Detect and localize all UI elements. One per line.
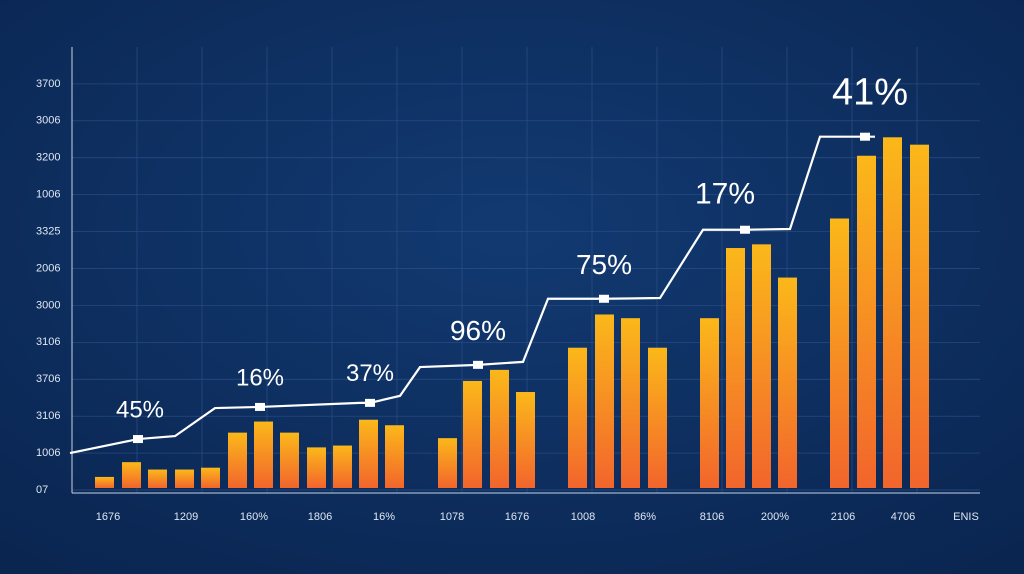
marker	[860, 132, 870, 141]
y-tick-label: 3200	[36, 152, 60, 164]
bar	[201, 467, 220, 488]
bar	[516, 392, 535, 488]
bar	[122, 462, 141, 488]
y-tick-label: 1006	[36, 189, 60, 201]
bar	[883, 137, 902, 488]
marker	[133, 435, 143, 444]
y-tick-label: 3325	[36, 225, 60, 237]
bar	[228, 432, 247, 488]
marker	[740, 225, 750, 234]
bar	[568, 347, 587, 488]
marker	[255, 402, 265, 411]
bar	[385, 425, 404, 488]
x-tick-label: 8106	[700, 511, 724, 523]
trend-line	[69, 135, 875, 455]
y-tick-label: 07	[36, 484, 48, 496]
y-tick-label: 3000	[36, 299, 60, 311]
bar	[726, 248, 745, 488]
annotation: 16%	[236, 364, 284, 391]
bar	[95, 476, 114, 488]
bar	[254, 421, 273, 488]
bar	[778, 277, 797, 488]
x-tick-label: 160%	[240, 511, 268, 523]
bar	[648, 347, 667, 488]
bar	[621, 318, 640, 488]
bar	[857, 155, 876, 488]
x-tick-label: ENIS	[953, 511, 979, 523]
bar	[438, 438, 457, 488]
x-tick-label: 16%	[373, 511, 395, 523]
bar	[333, 445, 352, 488]
y-tick-label: 3006	[36, 115, 60, 127]
x-tick-label: 1209	[174, 511, 198, 523]
bar	[752, 244, 771, 488]
annotation: 17%	[695, 178, 755, 211]
x-tick-label: 1806	[308, 511, 332, 523]
x-tick-label: 1008	[571, 511, 595, 523]
bar	[280, 432, 299, 488]
bar	[830, 218, 849, 488]
x-tick-label: 1078	[440, 511, 464, 523]
x-tick-label: 86%	[634, 511, 656, 523]
y-tick-label: 3700	[36, 78, 60, 90]
x-tick-label: 4706	[891, 511, 915, 523]
y-tick-label: 1006	[36, 447, 60, 459]
bar	[463, 380, 482, 488]
x-tick-label: 1676	[505, 511, 529, 523]
bar	[595, 314, 614, 488]
annotation: 75%	[576, 249, 632, 280]
bar	[148, 469, 167, 488]
annotation: 37%	[346, 360, 394, 387]
y-tick-label: 3106	[36, 336, 60, 348]
bar	[490, 369, 509, 488]
x-tick-label: 2106	[831, 511, 855, 523]
marker	[365, 398, 375, 407]
x-tick-label: 1676	[96, 511, 120, 523]
bar	[359, 419, 378, 488]
y-tick-label: 3106	[36, 410, 60, 422]
bar	[175, 469, 194, 488]
bar	[307, 447, 326, 488]
y-tick-label: 2006	[36, 262, 60, 274]
marker	[599, 294, 609, 303]
annotation: 45%	[116, 396, 164, 423]
y-tick-label: 3706	[36, 373, 60, 385]
bar	[700, 318, 719, 488]
x-tick-label: 200%	[761, 511, 789, 523]
marker	[473, 360, 483, 369]
bar	[910, 144, 929, 489]
annotation: 41%	[832, 72, 908, 114]
annotation: 96%	[450, 315, 506, 346]
